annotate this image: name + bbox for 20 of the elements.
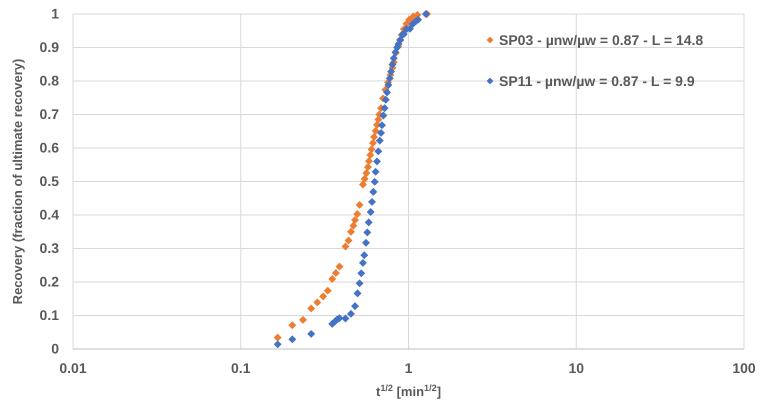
x-tick-label: 0.1 [231,360,251,376]
y-tick-label: 0.8 [40,72,60,88]
y-tick-label: 0.7 [40,106,60,122]
y-tick-label: 0.9 [40,38,60,55]
y-tick-label: 0.6 [40,139,60,156]
legend-label: SP11 - µnw/µw = 0.87 - L = 9.9 [499,73,695,89]
x-tick-label: 10 [568,360,584,376]
x-axis-title: t$^{1/2}$ [min$^{1/2}$] [376,383,442,399]
y-tick-label: 0.5 [40,172,60,189]
y-tick-label: 0.2 [40,273,60,290]
y-tick-label: 0 [51,340,60,356]
legend-label: SP03 - µnw/µw = 0.87 - L = 14.8 [499,32,704,48]
x-tick-label: 1 [404,360,413,376]
y-tick-label: 0.3 [40,240,60,256]
x-tick-label: 100 [732,360,756,376]
y-tick-label: 0.4 [40,206,60,222]
y-tick-label: 0.1 [40,306,60,323]
y-tick-label: 1 [51,5,60,22]
y-axis-title: Recovery (fraction of ultimate recovery) [10,58,25,304]
x-tick-label: 0.01 [59,360,87,376]
